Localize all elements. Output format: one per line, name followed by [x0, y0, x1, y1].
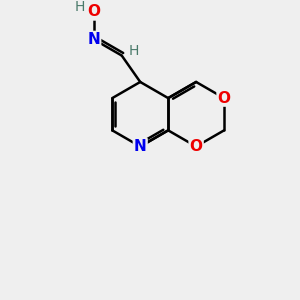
- Text: O: O: [218, 91, 231, 106]
- Text: O: O: [87, 4, 100, 20]
- Text: N: N: [134, 139, 147, 154]
- Text: O: O: [190, 139, 202, 154]
- Text: H: H: [128, 44, 139, 58]
- Text: N: N: [87, 32, 100, 47]
- Text: H: H: [75, 0, 85, 14]
